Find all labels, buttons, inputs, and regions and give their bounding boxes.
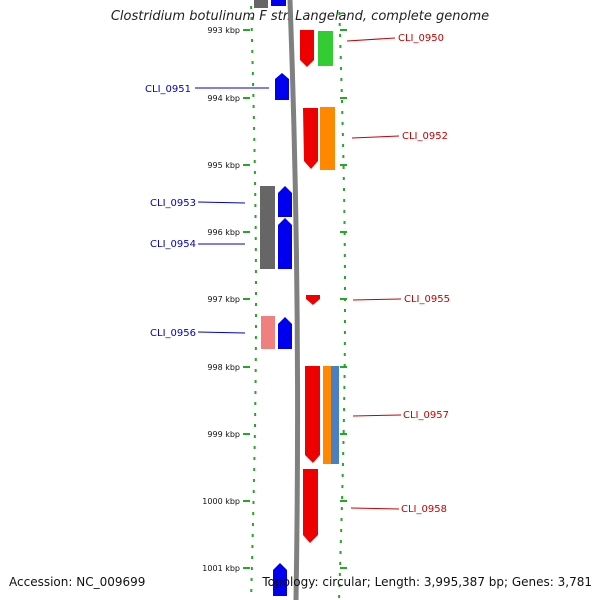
accession-text: Accession: NC_009699	[9, 575, 146, 589]
ruler-tick-label: 997 kbp	[207, 295, 240, 304]
gene-feature-forward[interactable]	[306, 295, 320, 305]
gene-feature-cog[interactable]	[331, 366, 339, 464]
gene-feature-reverse[interactable]	[275, 73, 289, 100]
ruler-tick-label: 1000 kbp	[202, 497, 240, 506]
cog-features-right	[318, 31, 339, 464]
gene-feature-cog[interactable]	[260, 186, 275, 269]
gene-feature-cog[interactable]	[254, 0, 268, 8]
gene-labels-right: CLI_0950 CLI_0952 CLI_0955 CLI_0957 CLI_…	[398, 33, 450, 515]
gene-feature-forward[interactable]	[303, 108, 318, 169]
gene-feature-reverse[interactable]	[273, 563, 287, 596]
gene-label[interactable]: CLI_0951	[145, 84, 191, 95]
sequence-ruler: 993 kbp 994 kbp 995 kbp 996 kbp 997 kbp 998 k…	[202, 26, 347, 573]
gene-label[interactable]: CLI_0950	[398, 33, 444, 44]
gene-feature-reverse[interactable]	[278, 218, 292, 269]
ruler-tick-label: 995 kbp	[207, 161, 240, 170]
gene-label[interactable]: CLI_0955	[404, 294, 450, 305]
gene-feature-reverse[interactable]	[278, 317, 292, 349]
gene-label[interactable]: CLI_0958	[401, 504, 447, 515]
gene-labels-left: CLI_0951 CLI_0953 CLI_0954 CLI_0956	[145, 84, 196, 339]
ruler-tick-label: 996 kbp	[207, 228, 240, 237]
gc-skew-dots-left	[250, 6, 257, 592]
gene-feature-reverse[interactable]	[278, 186, 292, 217]
gene-feature-forward[interactable]	[305, 366, 320, 463]
map-title: Clostridium botulinum F str. Langeland, …	[110, 9, 490, 24]
gene-feature-forward[interactable]	[300, 30, 314, 67]
gene-label[interactable]: CLI_0954	[150, 239, 196, 250]
gene-feature-cog[interactable]	[323, 366, 332, 464]
ruler-tick-label: 993 kbp	[207, 26, 240, 35]
genome-summary-text: Topology: circular; Length: 3,995,387 bp…	[262, 575, 592, 589]
gene-feature-cog[interactable]	[320, 107, 335, 170]
gene-label[interactable]: CLI_0953	[150, 198, 196, 209]
gene-label[interactable]: CLI_0952	[402, 131, 448, 142]
ruler-tick-label: 994 kbp	[207, 94, 240, 103]
gene-label[interactable]: CLI_0956	[150, 328, 196, 339]
backbone-arc	[287, 0, 301, 600]
gene-label[interactable]: CLI_0957	[403, 410, 449, 421]
gene-feature-forward[interactable]	[303, 469, 318, 543]
forward-strand-genes	[300, 30, 320, 543]
cog-features-left	[254, 0, 275, 349]
gene-feature-cog[interactable]	[318, 31, 333, 66]
ruler-tick-label: 999 kbp	[207, 430, 240, 439]
gene-feature-reverse[interactable]	[271, 0, 286, 6]
reverse-strand-genes	[271, 0, 292, 596]
ruler-tick-label: 1001 kbp	[202, 564, 240, 573]
label-connectors	[195, 37, 402, 510]
gc-skew-dots-right	[338, 12, 346, 598]
gene-feature-cog[interactable]	[261, 316, 275, 349]
ruler-tick-label: 998 kbp	[207, 363, 240, 372]
